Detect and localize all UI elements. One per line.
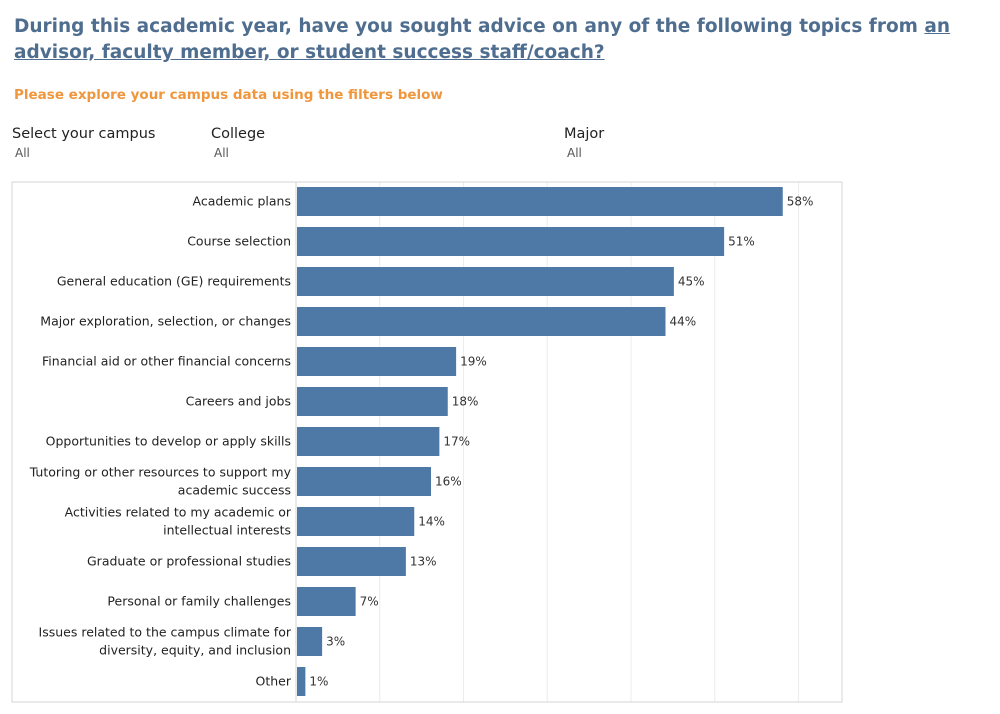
- major-filter-label: Major: [564, 126, 605, 142]
- filter-instructions: Please explore your campus data using th…: [14, 87, 443, 103]
- category-label: Careers and jobs: [186, 394, 291, 409]
- campus-filter[interactable]: Select your campus All: [12, 126, 156, 160]
- bar[interactable]: [297, 467, 431, 496]
- bar[interactable]: [297, 627, 323, 656]
- data-label: 1%: [309, 675, 328, 689]
- category-label: Major exploration, selection, or changes: [40, 314, 291, 329]
- category-label: Activities related to my academic or inte…: [65, 505, 292, 538]
- bar[interactable]: [297, 227, 725, 256]
- data-label: 7%: [360, 595, 379, 609]
- bar[interactable]: [297, 307, 666, 336]
- category-label: Course selection: [187, 234, 291, 249]
- campus-filter-label: Select your campus: [12, 126, 156, 142]
- bar[interactable]: [297, 387, 448, 416]
- category-label: General education (GE) requirements: [57, 274, 291, 289]
- college-filter-label: College: [211, 126, 266, 142]
- category-label: Issues related to the campus climate for…: [39, 625, 292, 658]
- category-label: Personal or family challenges: [107, 594, 291, 609]
- major-filter-value[interactable]: All: [567, 146, 582, 160]
- college-filter-value[interactable]: All: [214, 146, 229, 160]
- category-label: Other: [256, 674, 292, 689]
- major-filter[interactable]: Major All: [564, 126, 604, 160]
- data-label: 44%: [670, 315, 697, 329]
- bar[interactable]: [297, 187, 783, 216]
- bar[interactable]: [297, 347, 457, 376]
- category-label: Graduate or professional studies: [87, 554, 291, 569]
- bar[interactable]: [297, 507, 415, 536]
- campus-filter-value[interactable]: All: [15, 146, 30, 160]
- data-label: 17%: [443, 435, 470, 449]
- title-link[interactable]: an advisor, faculty member, or student s…: [14, 16, 951, 63]
- chart-title: During this academic year, have you soug…: [14, 14, 974, 66]
- bar[interactable]: [297, 427, 440, 456]
- category-label: Tutoring or other resources to support m…: [29, 465, 292, 498]
- bar[interactable]: [297, 267, 674, 296]
- category-label: Opportunities to develop or apply skills: [46, 434, 291, 449]
- data-label: 3%: [326, 635, 345, 649]
- bar[interactable]: [297, 547, 406, 576]
- data-label: 45%: [678, 275, 705, 289]
- data-label: 19%: [460, 355, 487, 369]
- data-label: 58%: [787, 195, 814, 209]
- data-label: 16%: [435, 475, 462, 489]
- chart-frame: [11, 181, 843, 703]
- category-label: Financial aid or other financial concern…: [42, 354, 291, 369]
- title-text: During this academic year, have you soug…: [14, 16, 925, 37]
- data-label: 51%: [728, 235, 755, 249]
- college-filter[interactable]: College All: [211, 126, 265, 160]
- category-label: Academic plans: [193, 194, 292, 209]
- bar[interactable]: [297, 667, 306, 696]
- data-label: 13%: [410, 555, 437, 569]
- bars: 58% Academic plans 51% Course selection 45% G…: [29, 187, 814, 696]
- bar[interactable]: [297, 587, 356, 616]
- data-label: 14%: [418, 515, 445, 529]
- data-label: 18%: [452, 395, 479, 409]
